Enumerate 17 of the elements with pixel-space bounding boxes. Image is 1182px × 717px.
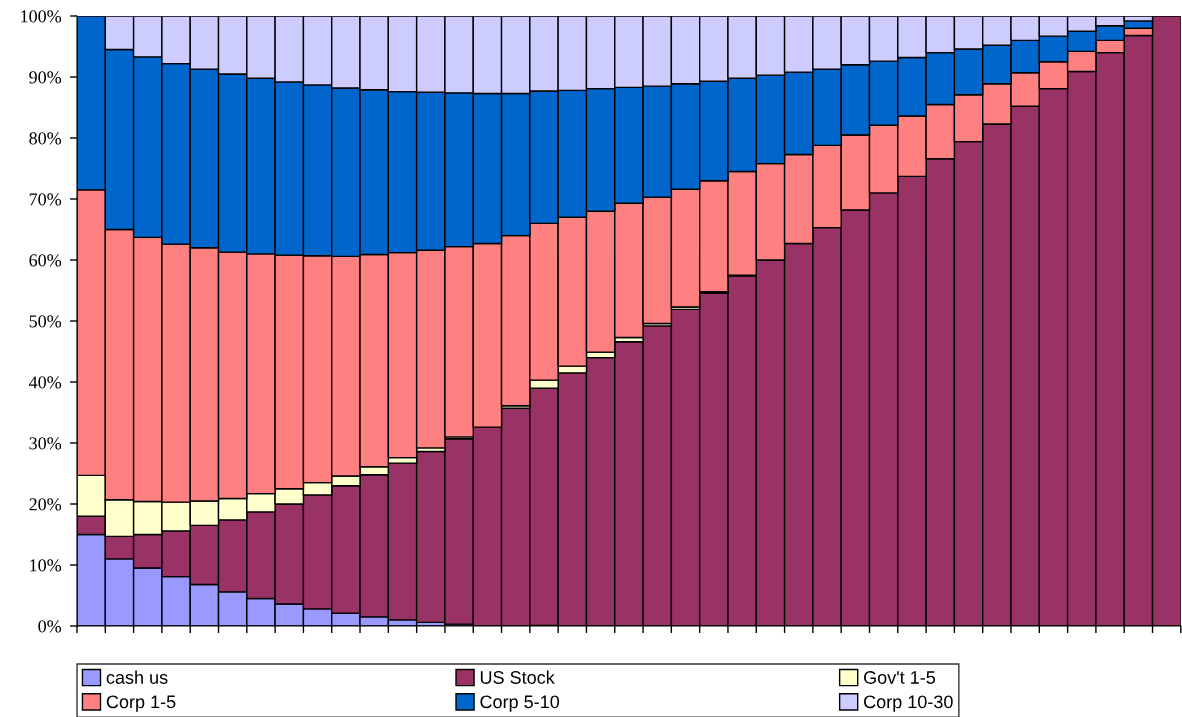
y-tick-label: 10% [30, 559, 62, 572]
y-tick-label: 70% [29, 193, 62, 206]
y-tick-label: 30% [29, 437, 62, 450]
legend-label: Corp 1-5 [106, 695, 176, 712]
y-tick-label: 50% [29, 315, 62, 328]
y-tick-label: 0% [38, 620, 62, 633]
y-tick-label: 90% [29, 71, 62, 84]
y-tick-label: 80% [29, 132, 62, 145]
legend-label: Corp 10-30 [864, 695, 953, 712]
legend-label: cash us [106, 670, 168, 684]
y-tick-label: 40% [28, 376, 62, 389]
legend-label: Corp 5-10 [480, 695, 560, 712]
y-tick-label: 60% [29, 254, 62, 267]
y-tick-label: 100% [21, 10, 62, 23]
legend-label: US Stock [480, 670, 555, 684]
y-tick-label: 20% [29, 498, 62, 511]
legend-label: Gov't 1-5 [864, 671, 936, 684]
